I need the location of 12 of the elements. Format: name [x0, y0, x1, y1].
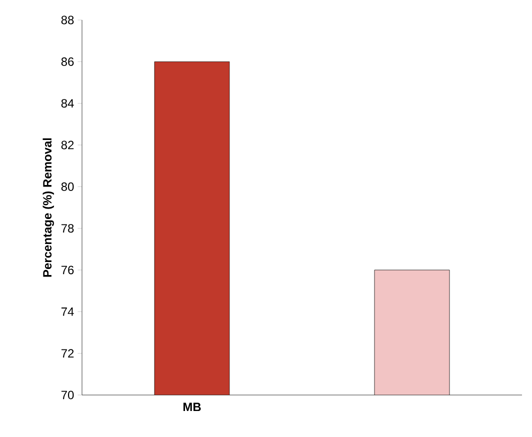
x-tick-label: MB: [183, 402, 201, 412]
y-tick-label: 86: [61, 57, 74, 66]
y-tick-label: 76: [61, 266, 74, 274]
y-tick-label: 72: [61, 349, 74, 358]
y-tick-label: 78: [61, 224, 74, 233]
y-tick-label: 80: [61, 182, 74, 191]
y-tick-label: 82: [61, 140, 74, 150]
y-tick-label: 88: [61, 16, 74, 24]
y-tick-label: 74: [61, 308, 74, 316]
y-tick-label: 70: [61, 390, 74, 400]
y-axis-title: Percentage (%) Removal: [42, 138, 54, 277]
y-tick-label: 84: [61, 99, 74, 108]
